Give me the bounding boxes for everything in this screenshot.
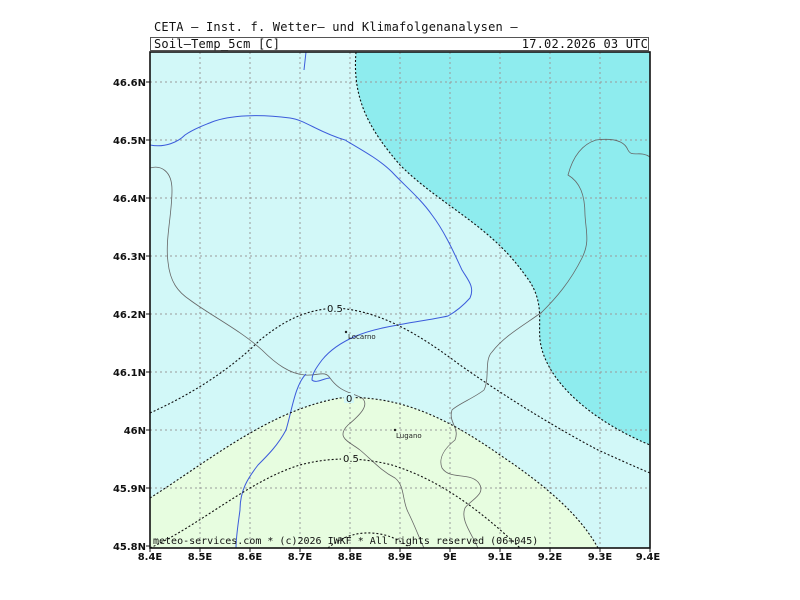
- contour-label: 0.5: [343, 454, 359, 465]
- contour-label: 0: [346, 394, 352, 405]
- map-plot-area: 0.5 0 0.5 Locarno Lugano meteo-services.…: [150, 52, 650, 548]
- header-box: [150, 37, 649, 51]
- lon-label: 8.7E: [288, 552, 313, 563]
- copyright-footer: meteo-services.com * (c)2026 IWKF * All …: [153, 536, 538, 547]
- grid-lines: [150, 52, 650, 548]
- lat-label: 46.6N: [113, 78, 146, 89]
- lat-label: 46.4N: [113, 194, 146, 205]
- city-label-locarno: Locarno: [348, 333, 376, 341]
- lon-label: 8.5E: [188, 552, 213, 563]
- lon-label: 8.8E: [338, 552, 363, 563]
- locarno-marker: [344, 330, 348, 334]
- lat-label: 46.1N: [113, 368, 146, 379]
- temperature-isolines: [150, 52, 650, 548]
- lon-label: 8.4E: [138, 552, 163, 563]
- lat-label: 46N: [124, 426, 146, 437]
- lon-label: 9E: [443, 552, 457, 563]
- country-borders: [150, 138, 650, 548]
- city-label-lugano: Lugano: [396, 432, 422, 440]
- lon-label: 9.2E: [538, 552, 563, 563]
- map-title: CETA — Inst. f. Wetter— und Klimafolgena…: [154, 20, 518, 34]
- warm-temperature-band: [150, 397, 598, 548]
- lakes-and-rivers: [150, 52, 473, 548]
- valid-time: 17.02.2026 03 UTC: [521, 37, 648, 51]
- lon-label: 9.3E: [588, 552, 613, 563]
- contour-labels: 0.5 0 0.5: [326, 303, 359, 465]
- lon-label: 9.4E: [636, 552, 661, 563]
- longitude-labels: 8.4E 8.5E 8.6E 8.7E 8.8E 8.9E 9E 9.1E 9.…: [138, 552, 661, 563]
- lon-label: 9.1E: [488, 552, 513, 563]
- lon-label: 8.6E: [238, 552, 263, 563]
- lat-label: 46.3N: [113, 252, 146, 263]
- contour-label: 0.5: [327, 304, 343, 315]
- lugano-marker: [393, 428, 397, 432]
- axis-tick-marks: [146, 81, 651, 552]
- latitude-labels: 46.6N 46.5N 46.4N 46.3N 46.2N 46.1N 46N …: [113, 78, 146, 553]
- lat-label: 46.5N: [113, 136, 146, 147]
- lat-label: 46.2N: [113, 310, 146, 321]
- lat-label: 45.9N: [113, 484, 146, 495]
- lat-label: 45.8N: [113, 542, 146, 553]
- city-markers: Locarno Lugano: [344, 330, 422, 440]
- field-name: Soil—Temp_5cm [C]: [154, 37, 281, 51]
- lon-label: 8.9E: [388, 552, 413, 563]
